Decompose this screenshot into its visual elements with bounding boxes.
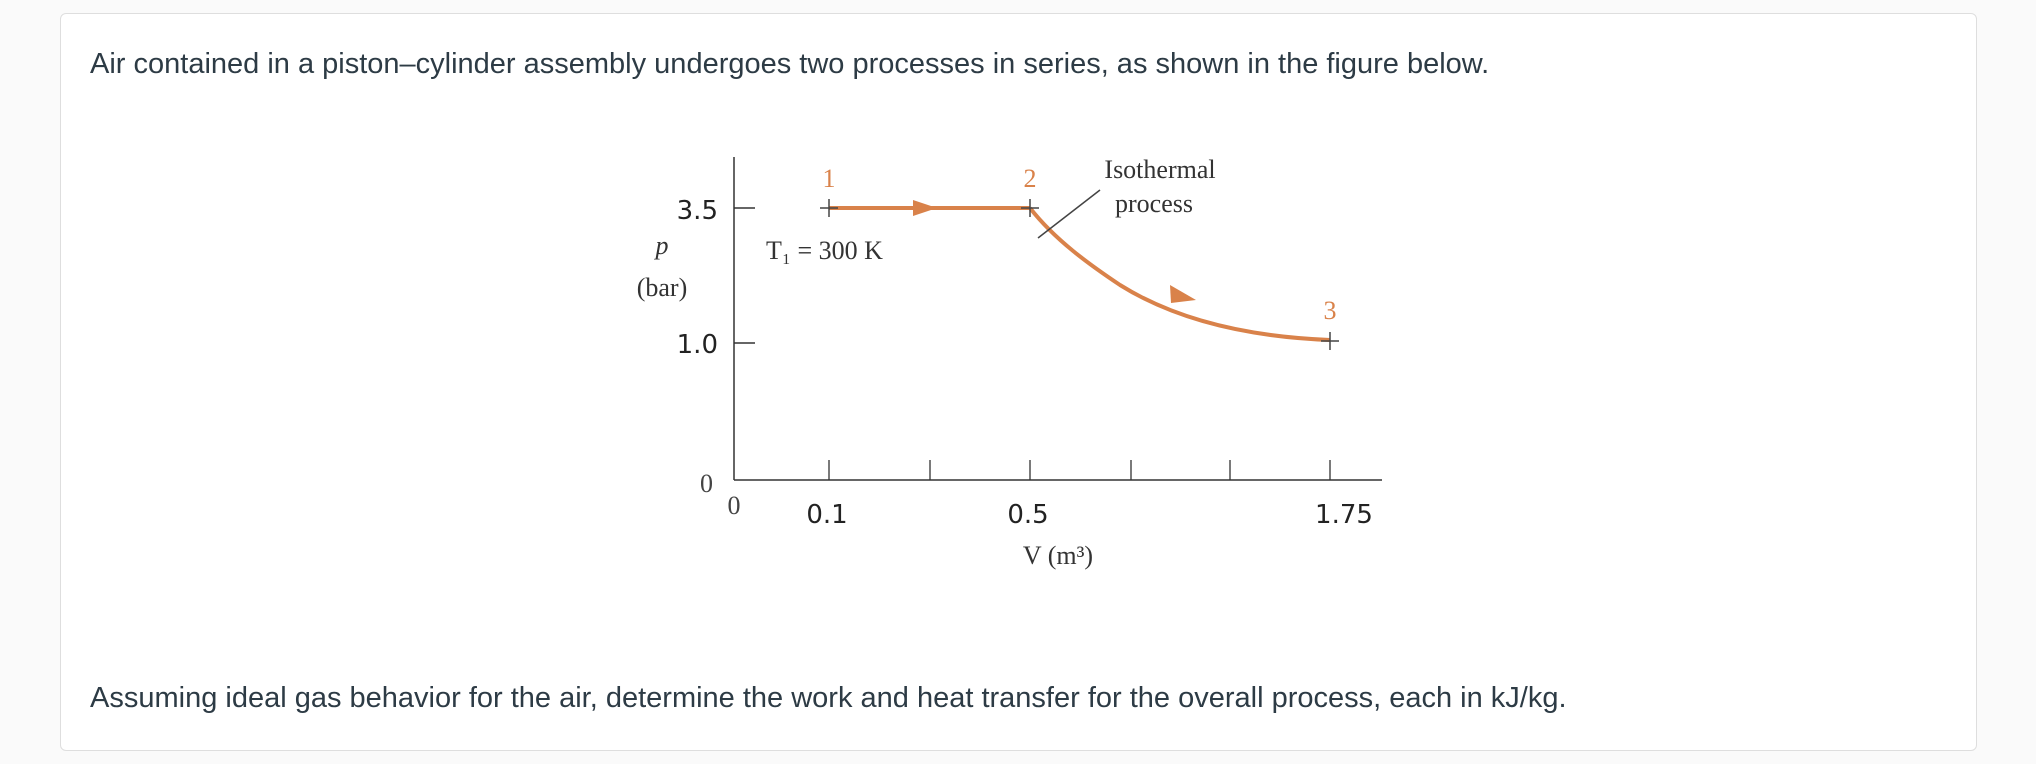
x-axis-label: V (m³)	[1023, 541, 1093, 570]
state-label-2: 2	[1024, 164, 1037, 193]
state-2-marker	[1021, 199, 1039, 217]
y-tick-label-3-5: 3.5	[677, 196, 718, 226]
state-3-marker	[1321, 332, 1339, 350]
y-tick-label-0: 0	[700, 469, 713, 498]
x-tick-label-1-75: 1.75	[1315, 500, 1373, 530]
state-label-1: 1	[823, 164, 836, 193]
pv-diagram: 3.5 1.0 0 0 0.1 0.5 1.75 p (bar) V (m³)	[637, 155, 1382, 570]
state-1-marker	[820, 199, 838, 217]
x-tick-label-0-1: 0.1	[806, 500, 847, 530]
y-axis-unit: (bar)	[637, 273, 688, 302]
temperature-label: T₁ = 300 K	[766, 236, 883, 265]
arrow-2-3	[1170, 285, 1196, 303]
question-card	[60, 13, 1977, 751]
annotation-process: process	[1115, 189, 1193, 218]
x-tick-label-0-5: 0.5	[1007, 500, 1048, 530]
process-2-3-curve	[1028, 206, 1331, 342]
question-intro-text: Air contained in a piston–cylinder assem…	[90, 48, 1490, 80]
state-label-3: 3	[1324, 296, 1337, 325]
y-tick-label-1-0: 1.0	[677, 330, 718, 360]
y-axis-symbol: p	[654, 231, 669, 260]
pv-diagram-figure: 3.5 1.0 0 0 0.1 0.5 1.75 p (bar) V (m³)	[600, 140, 1400, 580]
question-outro-text: Assuming ideal gas behavior for the air,…	[90, 682, 1567, 714]
annotation-isothermal: Isothermal	[1104, 155, 1215, 184]
annotation-leader-line	[1037, 189, 1101, 239]
arrow-1-2	[913, 200, 937, 216]
x-tick-label-0: 0	[728, 491, 741, 520]
